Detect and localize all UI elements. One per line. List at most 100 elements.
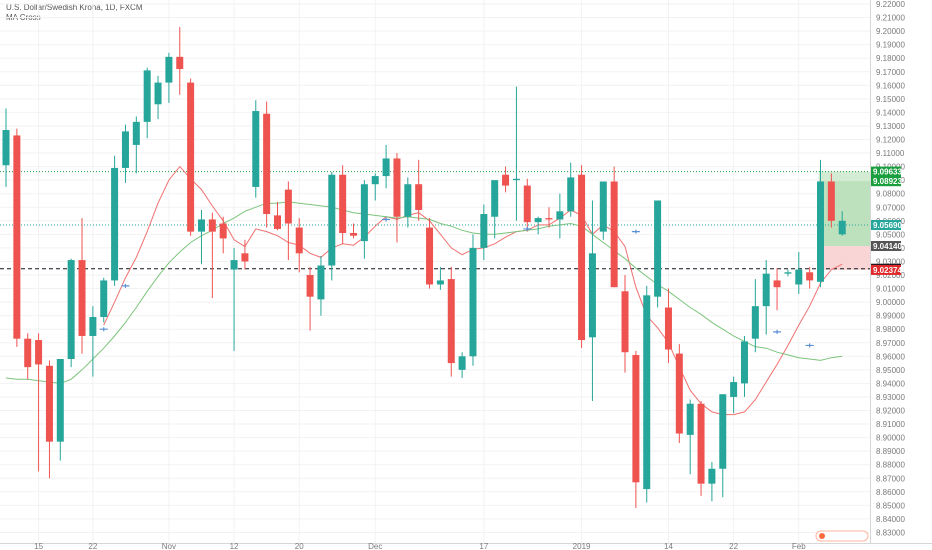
candle [35, 333, 43, 472]
candle-body [45, 365, 53, 442]
horizontal-lines [0, 171, 870, 270]
candle [165, 52, 173, 103]
price-tick-label: 8.92000 [876, 407, 905, 416]
candle [230, 247, 238, 351]
time-tick-label: 2019 [573, 542, 591, 550]
candle-body [197, 219, 205, 232]
price-tick-label: 8.94000 [876, 379, 905, 388]
candle [567, 162, 575, 217]
price-axis[interactable]: 9.22000 9.21000 9.20000 9.19000 9.18000 9.170… [870, 0, 932, 550]
candle [274, 201, 281, 231]
candle [284, 181, 292, 261]
candle-body [480, 214, 488, 248]
candle-body [534, 218, 542, 223]
candle-body [176, 56, 184, 70]
candle-body [773, 280, 781, 288]
candle-body [35, 340, 43, 365]
candle [512, 86, 520, 221]
price-tick-label: 9.18000 [876, 54, 905, 63]
candle [643, 285, 651, 503]
price-tick-label: 9.01000 [876, 285, 905, 294]
candle-body [263, 113, 271, 215]
price-tick-label: 8.87000 [876, 474, 905, 483]
candle-body [426, 227, 434, 285]
cross-marker [99, 327, 108, 332]
candle-body [78, 260, 86, 336]
candle [241, 239, 249, 270]
grid [0, 0, 870, 543]
candle [328, 172, 336, 281]
candle-body [252, 111, 260, 187]
candle [78, 218, 86, 354]
candle-body [578, 174, 586, 341]
candle-body [751, 306, 759, 339]
candle [2, 108, 10, 187]
candle-body [306, 275, 314, 297]
candle [339, 165, 347, 244]
time-tick-label: 22 [88, 542, 97, 550]
candle [740, 335, 748, 397]
candle-body [360, 184, 368, 242]
candle-body [13, 135, 21, 339]
price-badge-bg [871, 264, 901, 275]
candle-body [317, 265, 325, 300]
candle-body [219, 223, 227, 239]
price-tick-label: 8.86000 [876, 488, 905, 497]
candle-body [284, 189, 292, 224]
candle-body [523, 185, 531, 223]
candle-body [393, 158, 401, 217]
candle [24, 333, 32, 380]
candle [45, 360, 53, 479]
price-tick-label: 9.22000 [876, 0, 905, 9]
price-badge: 9.02374 [871, 264, 902, 275]
candle [751, 279, 759, 353]
candle-body [654, 200, 662, 297]
candle [111, 155, 119, 286]
stop-loss-zone [818, 246, 870, 270]
time-tick-label: 12 [230, 542, 239, 550]
candle [654, 200, 662, 308]
candle-body [350, 232, 358, 236]
candle-body [208, 219, 216, 232]
candle [730, 376, 738, 414]
candle [469, 234, 477, 366]
candle-body [458, 356, 466, 370]
price-tick-label: 8.89000 [876, 447, 905, 456]
candle [534, 216, 542, 235]
candle [252, 100, 260, 198]
tradingview-logo[interactable] [815, 530, 869, 542]
price-tick-label: 9.19000 [876, 41, 905, 50]
candle [317, 256, 325, 316]
candle-body [599, 181, 607, 232]
candle [360, 180, 368, 259]
price-axis-bg [870, 0, 932, 550]
candle [491, 180, 499, 239]
candle-body [545, 218, 553, 220]
moving-averages [5, 165, 843, 416]
logo-badge [815, 530, 869, 542]
candle [632, 350, 640, 509]
price-badge-label: 9.02374 [873, 266, 902, 275]
cross-marker [773, 329, 782, 334]
candle-body [740, 341, 748, 384]
candle [502, 166, 510, 193]
cross-marker [805, 343, 814, 348]
candle-body [241, 253, 249, 262]
candle-body [404, 184, 412, 217]
price-tick-label: 9.20000 [876, 27, 905, 36]
candle-body [588, 253, 596, 338]
cross-marker [631, 229, 640, 234]
time-axis[interactable]: 15 22 Nov 12 20 Dec 17 2019 14 22 Feb [0, 542, 932, 550]
candle-body [24, 338, 32, 368]
candle-body [447, 279, 455, 364]
candle-body [556, 211, 564, 220]
candle [686, 399, 694, 475]
candle [762, 260, 770, 335]
candle [556, 193, 564, 239]
price-badge-label: 9.08923 [873, 177, 902, 186]
price-tick-label: 8.85000 [876, 501, 905, 510]
candle-body [784, 272, 792, 274]
price-tick-label: 9.13000 [876, 122, 905, 131]
candle-body [664, 307, 672, 350]
